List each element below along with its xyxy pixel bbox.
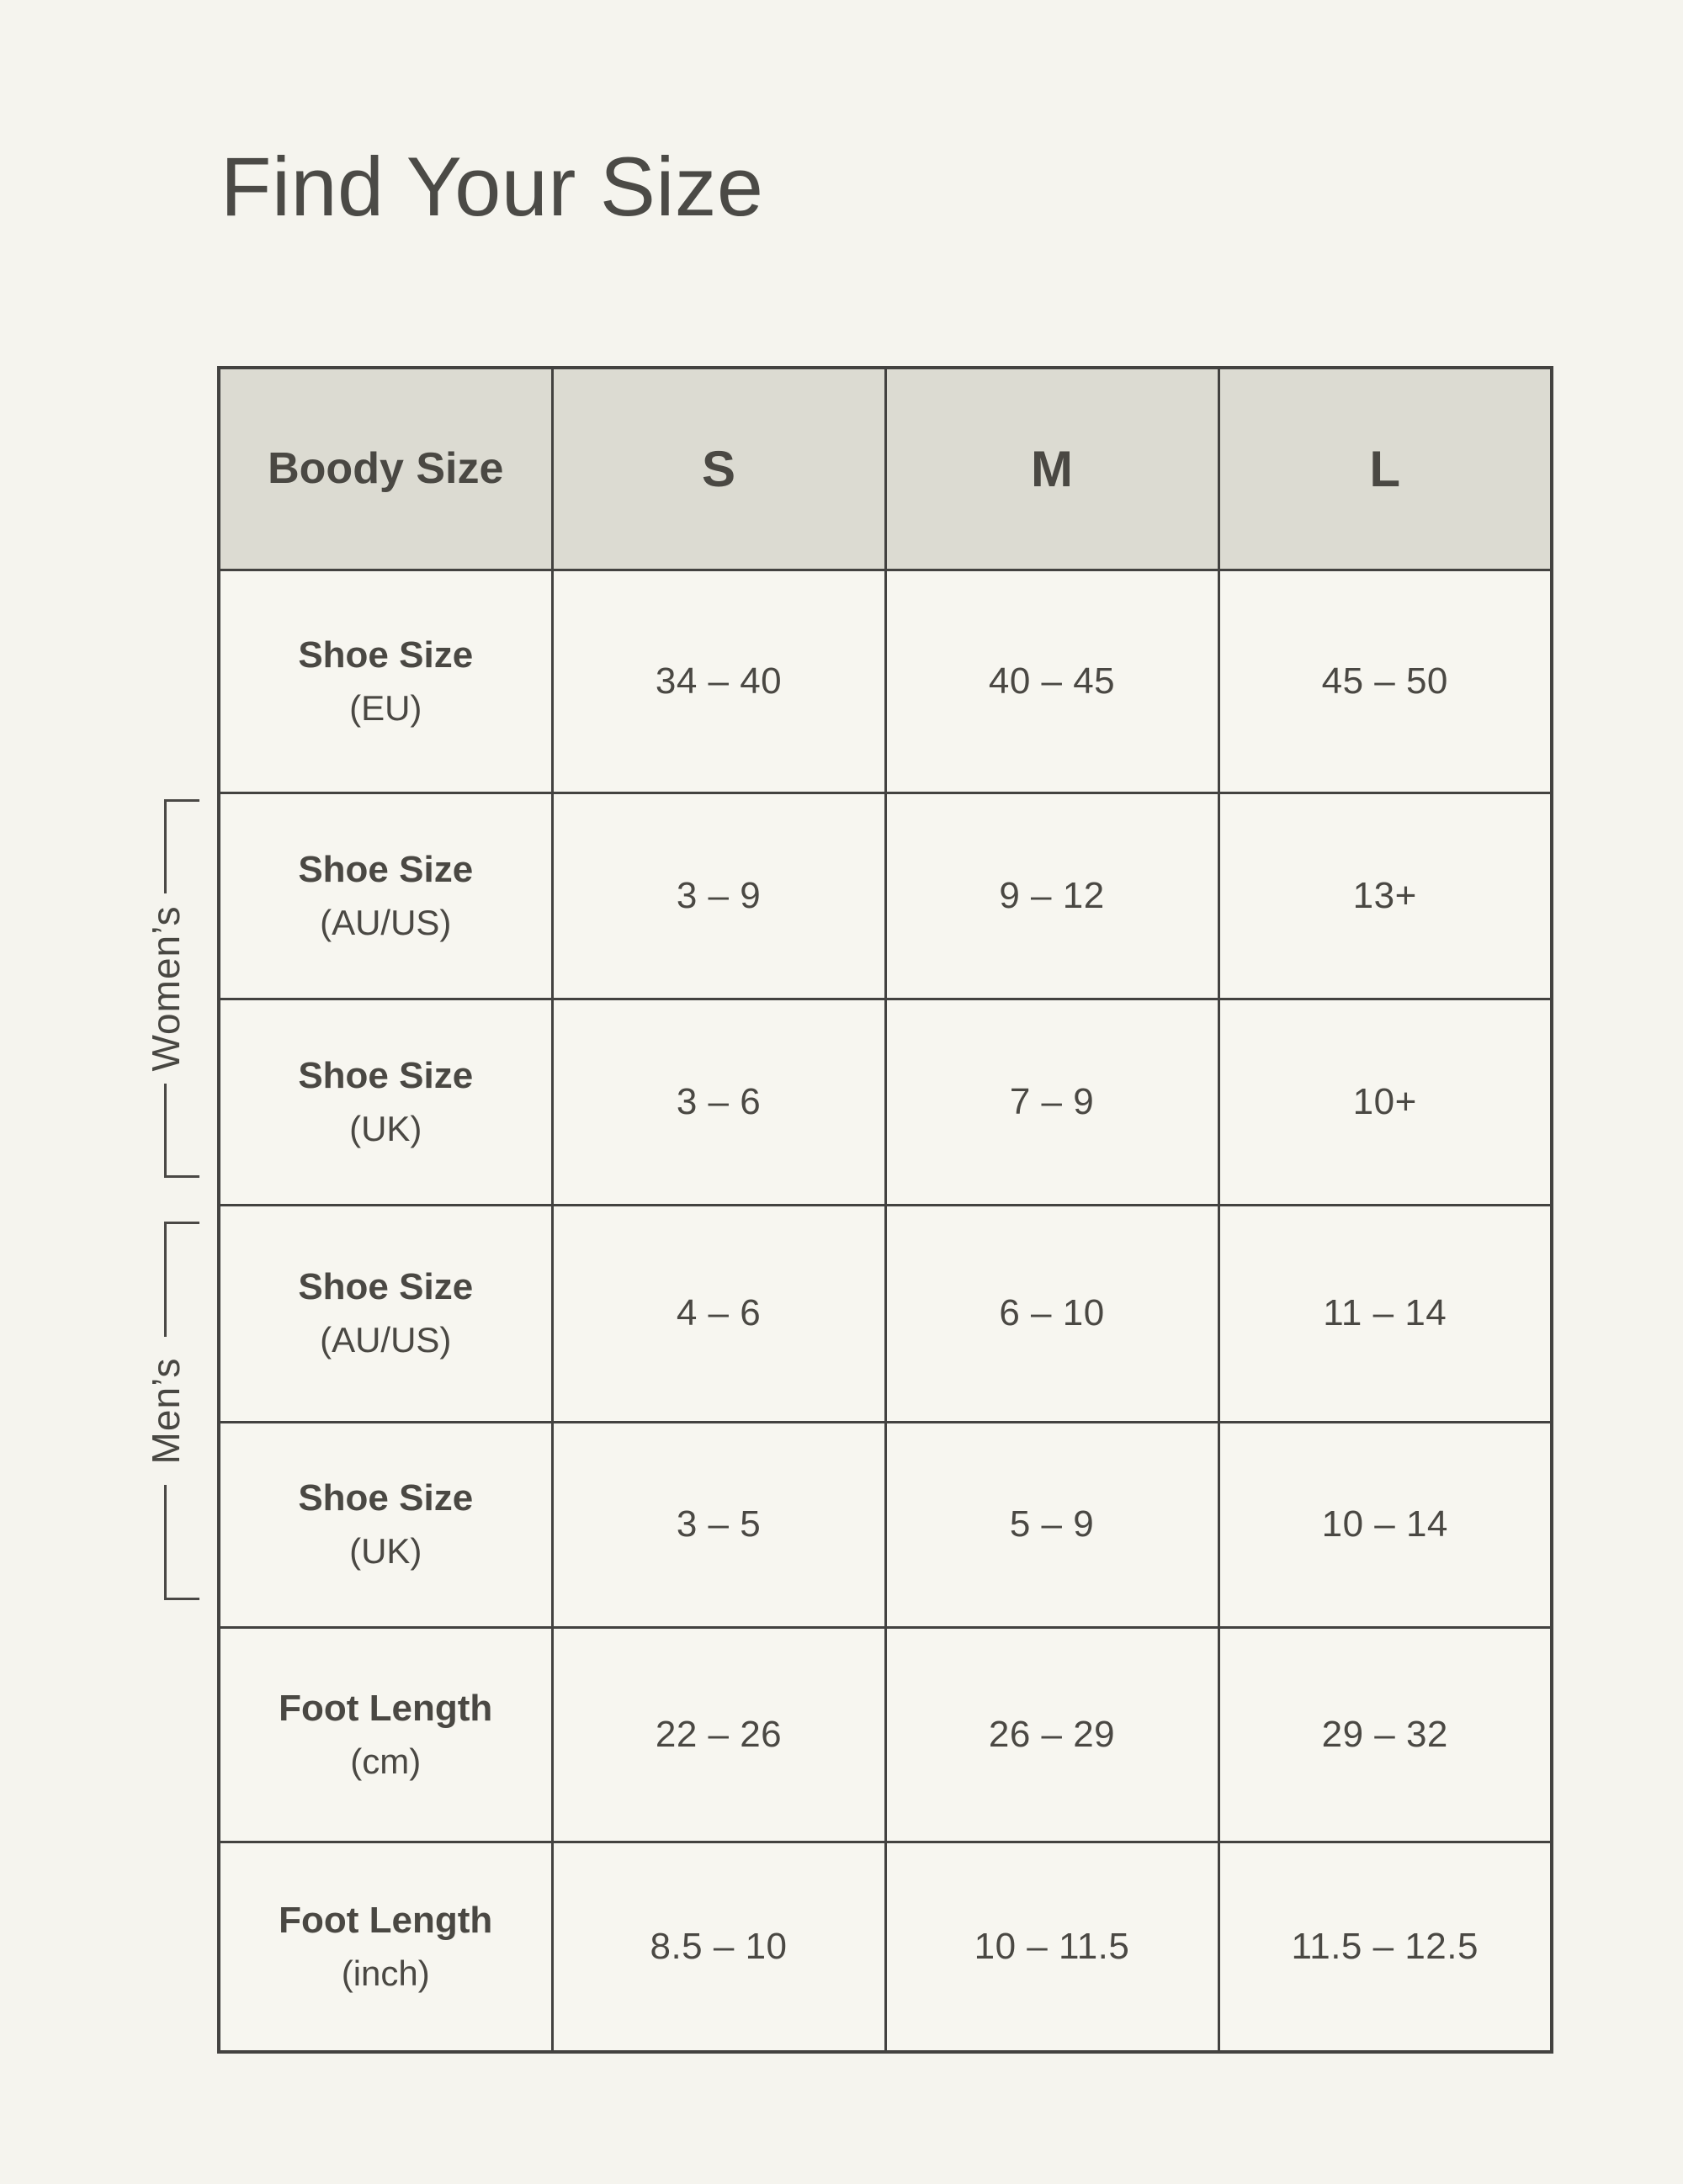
table-row-shoe-size-uk-mens: Shoe Size (UK) 3 – 5 5 – 9 10 – 14 xyxy=(217,1420,1553,1629)
cell-value: 3 – 9 xyxy=(550,791,887,1000)
row-label: Shoe Size xyxy=(298,1477,474,1519)
cell-value: 45 – 50 xyxy=(1217,568,1553,794)
mens-group-label: Men’s xyxy=(143,1357,188,1465)
row-label: Shoe Size xyxy=(298,848,474,890)
page-title: Find Your Size xyxy=(220,140,764,233)
row-label-cell: Foot Length (cm) xyxy=(217,1625,554,1843)
cell-value: 6 – 10 xyxy=(884,1203,1220,1423)
table-row-shoe-size-auus-womens: Shoe Size (AU/US) 3 – 9 9 – 12 13+ xyxy=(217,791,1553,1000)
cell-value: 4 – 6 xyxy=(550,1203,887,1423)
row-label-unit: (EU) xyxy=(349,687,422,728)
mens-bracket-line-bottom xyxy=(164,1485,199,1600)
table-row-shoe-size-eu: Shoe Size (EU) 34 – 40 40 – 45 45 – 50 xyxy=(217,568,1553,794)
cell-value: 13+ xyxy=(1217,791,1553,1000)
cell-value: 9 – 12 xyxy=(884,791,1220,1000)
row-label-unit: (inch) xyxy=(341,1953,430,1993)
row-label-unit: (AU/US) xyxy=(320,902,452,942)
cell-value: 11 – 14 xyxy=(1217,1203,1553,1423)
cell-value: 29 – 32 xyxy=(1217,1625,1553,1843)
row-label-cell: Shoe Size (UK) xyxy=(217,1420,554,1629)
mens-group-label-area: Men’s xyxy=(144,1337,199,1485)
cell-value: 5 – 9 xyxy=(884,1420,1220,1629)
cell-value: 22 – 26 xyxy=(550,1625,887,1843)
cell-value: 10+ xyxy=(1217,997,1553,1206)
row-label-cell: Shoe Size (AU/US) xyxy=(217,791,554,1000)
table-row-foot-length-cm: Foot Length (cm) 22 – 26 26 – 29 29 – 32 xyxy=(217,1625,1553,1843)
mens-bracket-line-top xyxy=(164,1222,199,1337)
row-label: Foot Length xyxy=(279,1687,493,1729)
row-label-cell: Shoe Size (AU/US) xyxy=(217,1203,554,1423)
row-label-unit: (UK) xyxy=(349,1108,422,1148)
cell-value: 3 – 6 xyxy=(550,997,887,1206)
cell-value: 7 – 9 xyxy=(884,997,1220,1206)
cell-value: 10 – 11.5 xyxy=(884,1840,1220,2054)
cell-value: 10 – 14 xyxy=(1217,1420,1553,1629)
row-label-unit: (cm) xyxy=(350,1741,422,1781)
header-cell-size-l: L xyxy=(1217,366,1553,571)
cell-value: 34 – 40 xyxy=(550,568,887,794)
header-cell-size-s: S xyxy=(550,366,887,571)
row-label: Shoe Size xyxy=(298,1266,474,1307)
header-cell-size-m: M xyxy=(884,366,1220,571)
table-row-shoe-size-uk-womens: Shoe Size (UK) 3 – 6 7 – 9 10+ xyxy=(217,997,1553,1206)
row-label-unit: (AU/US) xyxy=(320,1320,452,1360)
womens-group-label: Women’s xyxy=(143,905,188,1072)
header-cell-boody-size: Boody Size xyxy=(217,366,554,571)
row-label: Foot Length xyxy=(279,1899,493,1941)
row-label-unit: (UK) xyxy=(349,1531,422,1571)
row-label-cell: Shoe Size (EU) xyxy=(217,568,554,794)
womens-group-bracket: Women’s xyxy=(144,799,199,1178)
cell-value: 40 – 45 xyxy=(884,568,1220,794)
header-row: Boody Size S M L xyxy=(217,366,1553,571)
table-row-shoe-size-auus-mens: Shoe Size (AU/US) 4 – 6 6 – 10 11 – 14 xyxy=(217,1203,1553,1423)
mens-group-bracket: Men’s xyxy=(144,1222,199,1600)
row-label: Shoe Size xyxy=(298,633,474,676)
row-label: Shoe Size xyxy=(298,1054,474,1096)
cell-value: 11.5 – 12.5 xyxy=(1217,1840,1553,2054)
size-chart-table: Boody Size S M L Shoe Size (EU) 34 – 40 … xyxy=(217,366,1553,2054)
row-label-cell: Shoe Size (UK) xyxy=(217,997,554,1206)
womens-bracket-line-top xyxy=(164,799,199,893)
table-row-foot-length-inch: Foot Length (inch) 8.5 – 10 10 – 11.5 11… xyxy=(217,1840,1553,2054)
womens-bracket-line-bottom xyxy=(164,1084,199,1178)
womens-group-label-area: Women’s xyxy=(144,893,199,1084)
cell-value: 26 – 29 xyxy=(884,1625,1220,1843)
cell-value: 3 – 5 xyxy=(550,1420,887,1629)
row-label-cell: Foot Length (inch) xyxy=(217,1840,554,2054)
cell-value: 8.5 – 10 xyxy=(550,1840,887,2054)
